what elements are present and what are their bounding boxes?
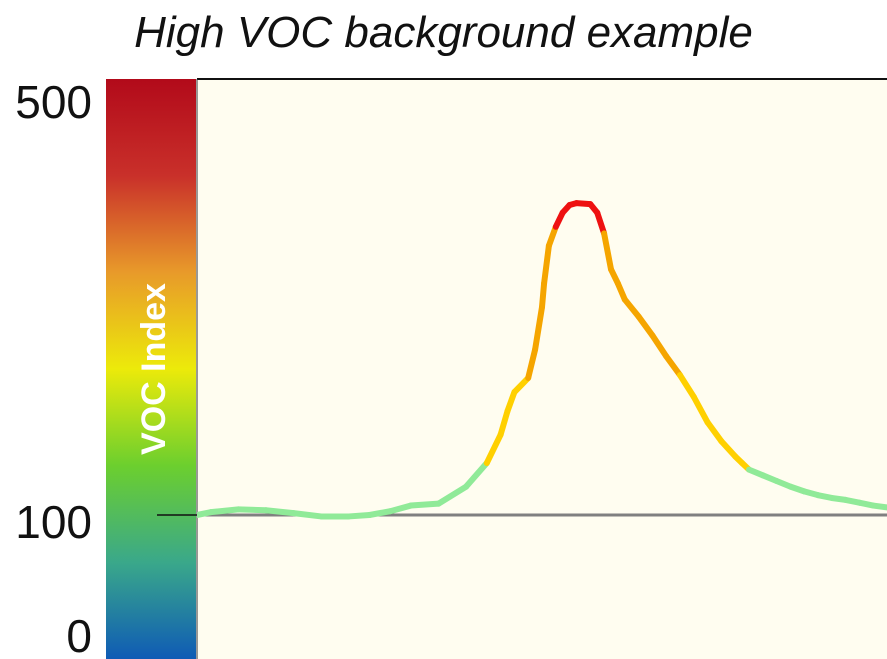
voc-line-segment bbox=[263, 507, 297, 517]
voc-line-segment bbox=[690, 393, 711, 426]
voc-line-segment bbox=[545, 223, 559, 249]
voc-line-segment bbox=[718, 438, 739, 460]
voc-line-segment bbox=[525, 346, 539, 381]
voc-line-segment bbox=[504, 389, 518, 415]
voc-line-segment bbox=[532, 304, 545, 353]
voc-line-segment bbox=[870, 502, 887, 511]
voc-line-segment bbox=[621, 296, 642, 320]
voc-line-segment bbox=[677, 372, 697, 400]
voc-line-segment bbox=[290, 510, 325, 520]
voc-line-segment bbox=[483, 431, 504, 467]
voc-line-segment bbox=[235, 506, 269, 514]
voc-line-segment bbox=[463, 460, 490, 490]
voc-line-segment bbox=[207, 506, 242, 516]
voc-line-segment bbox=[345, 512, 373, 520]
voc-line-segment bbox=[541, 242, 552, 287]
voc-line-segment bbox=[649, 332, 670, 360]
y-axis-label: VOC Index bbox=[135, 283, 173, 455]
y-tick-label: 500 bbox=[15, 76, 92, 128]
plot-background bbox=[197, 79, 887, 659]
voc-line-segment bbox=[366, 508, 394, 518]
chart-title: High VOC background example bbox=[134, 8, 753, 57]
voc-line-segment bbox=[601, 230, 614, 273]
voc-line-segment bbox=[387, 502, 414, 515]
y-tick-label: 0 bbox=[66, 610, 92, 659]
voc-line-segment bbox=[435, 483, 470, 507]
voc-line-segment bbox=[663, 353, 683, 379]
voc-line-segment bbox=[539, 280, 548, 311]
voc-color-scale-bar bbox=[106, 79, 196, 659]
voc-line-segment bbox=[594, 209, 608, 237]
voc-line-segment bbox=[497, 408, 511, 438]
voc-line-segment bbox=[704, 419, 725, 445]
voc-line-segment bbox=[407, 500, 442, 509]
y-tick-label: 100 bbox=[15, 496, 92, 548]
voc-line-segment bbox=[635, 313, 656, 339]
voc-line-segment bbox=[511, 374, 532, 396]
